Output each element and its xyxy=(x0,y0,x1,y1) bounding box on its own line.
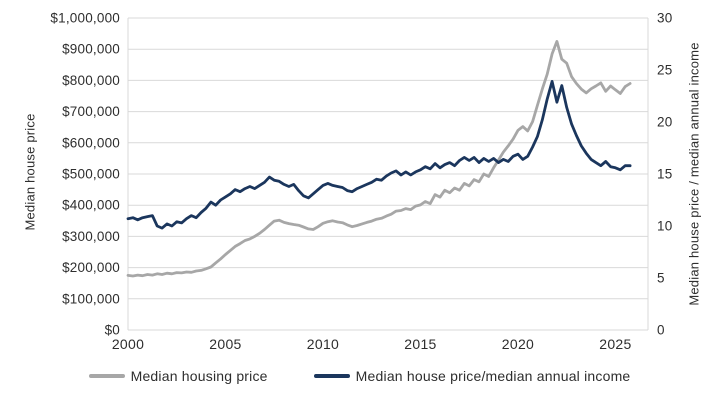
y-axis-left-tick-label: $600,000 xyxy=(62,135,120,150)
x-axis-tick-label: 2005 xyxy=(209,336,241,352)
legend-swatch-price-income-ratio xyxy=(313,374,350,378)
legend-swatch-housing-price xyxy=(88,374,125,378)
price-income-ratio-line xyxy=(126,80,632,230)
y-axis-right-tick-label: 10 xyxy=(657,219,672,234)
legend-label-housing-price: Median housing price xyxy=(130,368,268,384)
y-axis-right-tick-label: 5 xyxy=(657,271,665,286)
y-axis-right-title: Median house price / median annual incom… xyxy=(686,42,702,306)
y-axis-left-tick-label: $0 xyxy=(105,323,120,338)
y-axis-left-tick-label: $900,000 xyxy=(62,42,120,57)
y-axis-left-tick-label: $1,000,000 xyxy=(50,11,120,26)
y-axis-right-tick-label: 15 xyxy=(657,167,672,182)
y-axis-left-tick-label: $500,000 xyxy=(62,167,120,182)
x-axis-tick-label: 2000 xyxy=(112,336,144,352)
y-axis-right-tick-label: 25 xyxy=(657,63,672,78)
median-housing-price-line xyxy=(126,40,632,278)
y-axis-right-tick-label: 30 xyxy=(657,11,672,26)
y-axis-right-tick-label: 0 xyxy=(657,323,665,338)
y-axis-left-tick-label: $200,000 xyxy=(62,260,120,275)
x-axis-tick-label: 2010 xyxy=(307,336,339,352)
x-axis-tick-label: 2025 xyxy=(599,336,631,352)
legend-item-price-income-ratio: Median house price/median annual income xyxy=(313,368,631,384)
legend-label-price-income-ratio: Median house price/median annual income xyxy=(355,368,631,384)
y-axis-right-tick-label: 20 xyxy=(657,115,672,130)
y-axis-left-tick-label: $300,000 xyxy=(62,229,120,244)
x-axis-tick-label: 2015 xyxy=(404,336,436,352)
legend-item-housing-price: Median housing price xyxy=(88,368,268,384)
y-axis-left-tick-label: $100,000 xyxy=(62,291,120,306)
y-axis-left-tick-label: $800,000 xyxy=(62,73,120,88)
y-axis-left-title: Median house price xyxy=(22,113,38,231)
x-axis-tick-label: 2020 xyxy=(502,336,534,352)
legend: Median housing price Median house price/… xyxy=(0,368,719,384)
y-axis-left-tick-label: $400,000 xyxy=(62,198,120,213)
y-axis-left-tick-label: $700,000 xyxy=(62,104,120,119)
